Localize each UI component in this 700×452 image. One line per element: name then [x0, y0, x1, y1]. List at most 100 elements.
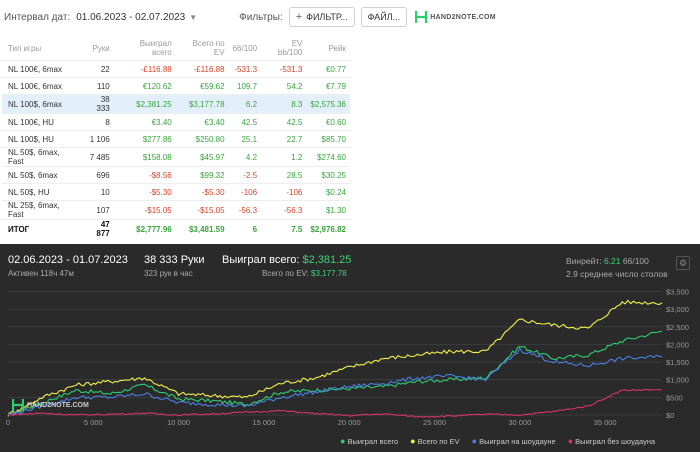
- table-row[interactable]: NL 50$, HU 10 -$5.30 -$5.30 -106 -106 $0.24: [2, 183, 350, 201]
- table-body: NL 100€, 6max 22 -£116.88 -£116.88 -531.3 -53…: [2, 60, 350, 238]
- legend-item[interactable]: ● Выиграл всего: [340, 436, 398, 446]
- won-total: Выиграл всего: $2,381.25: [222, 254, 351, 266]
- table-row[interactable]: NL 100€, 6max 22 -£116.88 -£116.88 -531.3 -53…: [2, 60, 350, 78]
- file-button[interactable]: ФАЙЛ...: [360, 7, 408, 27]
- hand2note-logo: HAND2NOTE.COM: [415, 10, 496, 24]
- table-cell-ev: $99.32: [175, 166, 229, 184]
- graph-watermark: HAND2NOTE.COM: [12, 398, 89, 412]
- table-cell-evbb: 22.7: [261, 130, 307, 148]
- column-header[interactable]: Рейк: [328, 43, 346, 53]
- legend-item[interactable]: ● Всего по EV: [410, 436, 460, 446]
- column-header[interactable]: EV bb/100: [277, 39, 303, 57]
- table-cell-won: -$8.56: [113, 166, 176, 184]
- table-cell-rake: $30.25: [306, 166, 350, 184]
- table-cell-rake: $0.24: [306, 183, 350, 201]
- table-cell-game: NL 100$, 6max: [2, 94, 82, 114]
- legend-dot-icon: ●: [340, 436, 346, 446]
- table-cell-won: $277.86: [113, 130, 176, 148]
- ev-total: Всего по EV: $3,177.78: [262, 269, 347, 278]
- table-row[interactable]: NL 100€, 6max 110 €120.62 €59.62 109.7 54.2 €7…: [2, 77, 350, 95]
- y-tick-label: $500: [666, 393, 683, 402]
- table-cell-game: ИТОГ: [2, 219, 82, 238]
- y-tick-label: $3,500: [666, 288, 689, 297]
- table-cell-hands: 696: [81, 166, 114, 184]
- table-cell-won: €120.62: [113, 77, 176, 95]
- filter-button[interactable]: + ФИЛЬТР...: [288, 7, 355, 27]
- ev-total-value: $3,177.78: [311, 269, 347, 278]
- table-cell-bb: 6: [228, 219, 262, 238]
- hands-per-hour: 323 рук в час: [144, 269, 193, 278]
- x-tick-label: 35 000: [594, 418, 617, 427]
- table-cell-evbb: -531.3: [261, 60, 307, 78]
- table-row[interactable]: NL 25$, 6max, Fast 107 -$15.05 -$15.05 -56.3…: [2, 200, 350, 220]
- y-tick-label: $3,000: [666, 305, 689, 314]
- table-cell-ev: $3,177.78: [175, 94, 229, 114]
- date-range-value: 01.06.2023 - 02.07.2023: [76, 11, 186, 23]
- profit-graph[interactable]: $0 $500 $1,000 $1,500 $2,000 $2,500 $3,000 $3,5…: [0, 244, 700, 452]
- table-cell-hands: 1 106: [81, 130, 114, 148]
- gear-icon[interactable]: ⚙: [676, 256, 690, 270]
- graph-panel: $0 $500 $1,000 $1,500 $2,000 $2,500 $3,000 $3,5…: [0, 244, 700, 452]
- table-cell-won: -$15.05: [113, 200, 176, 220]
- series-line: [7, 299, 663, 417]
- table-cell-won: $158.08: [113, 147, 176, 167]
- table-row[interactable]: NL 50$, 6max 696 -$8.56 $99.32 -2.5 28.5 $30.2…: [2, 166, 350, 184]
- table-cell-bb: 6.2: [228, 94, 262, 114]
- y-tick-label: $0: [666, 411, 674, 420]
- table-row[interactable]: NL 100€, HU 8 €3.40 €3.40 42.5 42.5 €0.60: [2, 113, 350, 131]
- table-cell-hands: 7 485: [81, 147, 114, 167]
- table-cell-evbb: 8.3: [261, 94, 307, 114]
- column-header[interactable]: Тип игры: [8, 43, 42, 53]
- table-cell-rake: $1.30: [306, 200, 350, 220]
- table-cell-won: -£116.88: [113, 60, 176, 78]
- table-cell-game: NL 50$, 6max: [2, 166, 82, 184]
- table-cell-evbb: 28.5: [261, 166, 307, 184]
- column-header[interactable]: Выиграл всего: [139, 39, 172, 57]
- table-cell-bb: -106: [228, 183, 262, 201]
- table-row[interactable]: NL 100$, 6max 38 333 $2,381.25 $3,177.78 6.2…: [2, 94, 350, 114]
- legend-label: Выиграл всего: [347, 437, 399, 446]
- hand2note-watermark-icon: [12, 399, 24, 411]
- period-title: 02.06.2023 - 01.07.2023: [8, 254, 128, 266]
- legend-dot-icon: ●: [471, 436, 478, 446]
- file-button-label: ФАЙЛ...: [367, 12, 401, 22]
- x-tick-label: 0: [6, 418, 10, 427]
- legend-dot-icon: ●: [410, 436, 416, 446]
- table-cell-evbb: 54.2: [261, 77, 307, 95]
- x-tick-label: 5 000: [84, 418, 103, 427]
- table-cell-hands: 22: [81, 60, 114, 78]
- plus-icon: +: [295, 11, 303, 23]
- won-total-value: $2,381.25: [302, 254, 352, 266]
- table-cell-hands: 10: [81, 183, 114, 201]
- winrate: Винрейт: 6.21 66/100: [566, 256, 649, 266]
- chevron-down-icon: ▼: [189, 12, 198, 22]
- table-total-row[interactable]: ИТОГ 47 877 $2,777.96 $3,481.59 6 7.5 $2,976.8…: [2, 219, 350, 238]
- table-cell-rake: $2,575.36: [306, 94, 350, 114]
- table-cell-bb: 109.7: [228, 77, 262, 95]
- table-row[interactable]: NL 100$, HU 1 106 $277.86 $250.80 25.1 22.7 $8…: [2, 130, 350, 148]
- y-tick-label: $1,500: [666, 358, 689, 367]
- table-cell-game: NL 100$, HU: [2, 130, 82, 148]
- table-cell-evbb: 7.5: [261, 219, 307, 238]
- column-header[interactable]: Руки: [92, 43, 110, 53]
- winrate-unit: 66/100: [622, 256, 649, 266]
- series-line: [7, 388, 663, 418]
- table-cell-ev: $250.80: [175, 130, 229, 148]
- table-cell-ev: -£116.88: [175, 60, 229, 78]
- table-row[interactable]: NL 50$, 6max, Fast 7 485 $158.08 $45.97 4.2 1…: [2, 147, 350, 167]
- x-tick-label: 20 000: [338, 418, 361, 427]
- table-cell-ev: €59.62: [175, 77, 229, 95]
- column-header[interactable]: 66/100: [232, 43, 258, 53]
- active-time: Активен 118ч 47м: [8, 269, 74, 278]
- date-range-select[interactable]: 01.06.2023 - 02.07.2023 ▼: [76, 12, 197, 23]
- table-cell-game: NL 50$, 6max, Fast: [2, 147, 82, 167]
- legend-item[interactable]: ● Выиграл на шоудауне: [472, 436, 556, 446]
- table-cell-won: $2,777.96: [113, 219, 176, 238]
- table-cell-rake: $85.70: [306, 130, 350, 148]
- legend-item[interactable]: ● Выиграл без шоудауна: [568, 436, 655, 446]
- table-cell-bb: -56.3: [228, 200, 262, 220]
- x-tick-label: 25 000: [423, 418, 446, 427]
- column-header[interactable]: Всего по EV: [192, 39, 225, 57]
- won-total-label: Выиграл всего:: [222, 254, 300, 266]
- watermark-text: HAND2NOTE.COM: [27, 401, 89, 409]
